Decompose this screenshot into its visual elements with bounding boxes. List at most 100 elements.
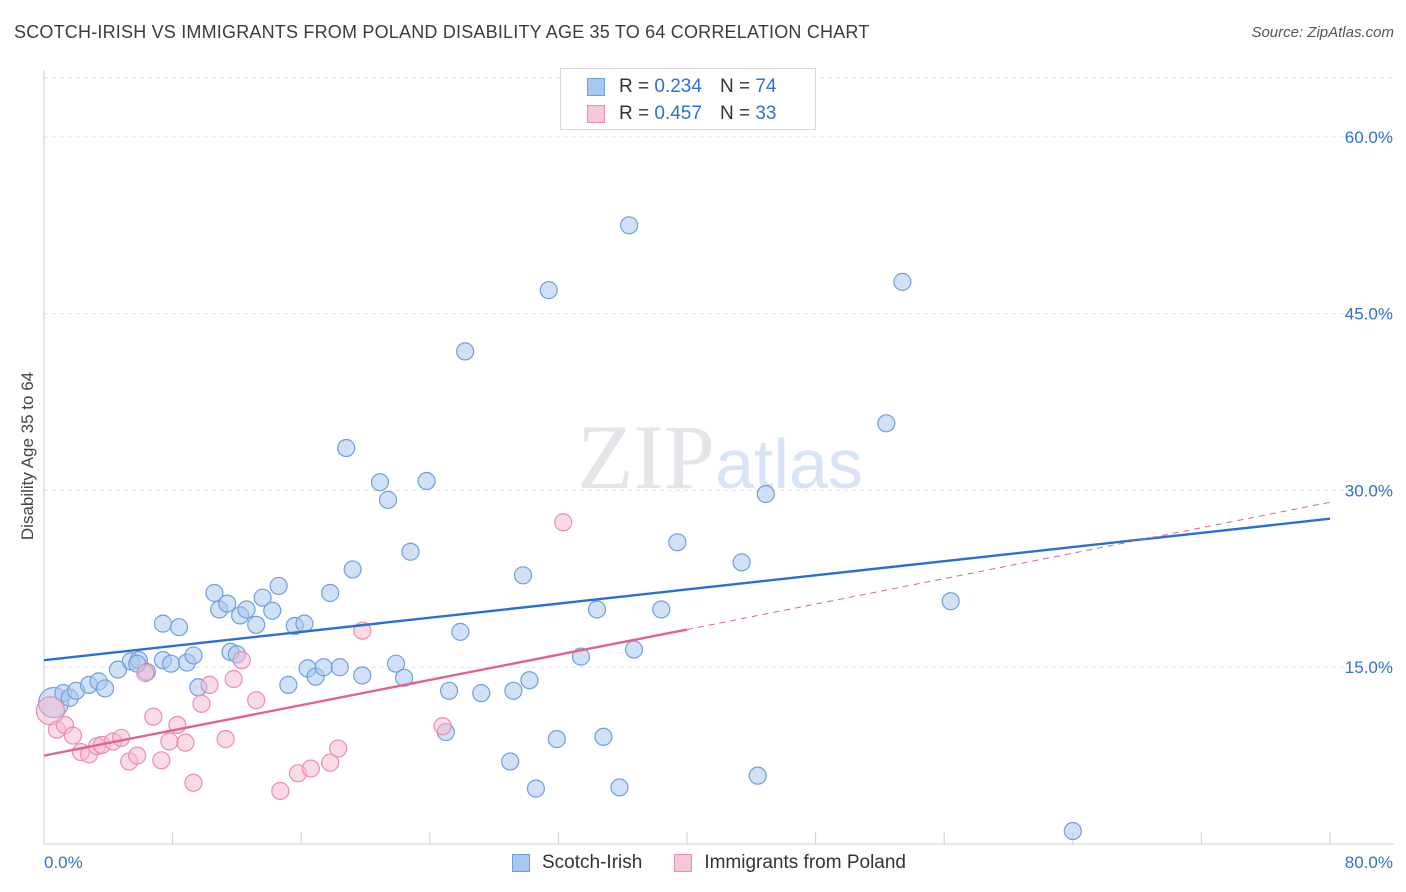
scotch-irish-point <box>169 618 189 637</box>
scotch-irish-point <box>877 414 896 433</box>
scotch-irish-point <box>513 566 533 585</box>
gridlines <box>44 77 1394 668</box>
scotch-irish-point <box>237 600 256 619</box>
scotch-irish-point <box>501 752 520 771</box>
poland-point <box>136 664 155 683</box>
axes <box>43 70 1394 845</box>
scotch-irish-point <box>263 601 282 620</box>
scotch-irish-point <box>314 658 333 677</box>
scotch-irish-point <box>253 588 272 607</box>
scotch-irish-point <box>1063 821 1082 841</box>
x-tick-label-min: 0.0% <box>44 853 83 872</box>
poland-point <box>144 707 163 726</box>
poland-point <box>112 728 131 748</box>
poland-point <box>224 669 243 689</box>
legend-item-poland[interactable]: Immigrants from Poland <box>674 852 906 874</box>
poland-point <box>63 726 83 745</box>
scotch-irish-point <box>941 592 960 611</box>
y-tick-label: 45.0% <box>1345 305 1393 324</box>
scotch-irish-point <box>279 675 298 695</box>
trend-lines <box>43 501 1331 757</box>
scotch-irish-point <box>205 583 224 603</box>
poland-point <box>271 781 290 801</box>
series-legend: Scotch-Irish Immigrants from Poland <box>512 852 938 874</box>
watermark: ZIPatlas <box>577 406 863 508</box>
scotch-irish-point <box>732 553 751 572</box>
scotch-irish-point <box>386 654 406 673</box>
legend-r-label: R = <box>619 103 650 124</box>
chart-source: Source: ZipAtlas.com <box>1251 24 1394 41</box>
scotch-irish-point <box>451 622 470 641</box>
poland-point <box>216 730 235 749</box>
correlation-legend: R = 0.234 N = 74 R = 0.457 N = 33 <box>560 68 816 130</box>
scotch-irish-trend-line <box>43 517 1331 662</box>
poland-point <box>433 717 452 736</box>
scotch-irish-point <box>184 646 203 665</box>
legend-swatch-blue <box>512 854 530 872</box>
x-tick-label-max: 80.0% <box>1345 853 1393 872</box>
poland-point <box>152 751 171 770</box>
scotch-irish-point <box>893 272 912 291</box>
legend-n-value: 33 <box>755 103 777 124</box>
poland-point <box>128 746 147 765</box>
poland-point <box>176 733 195 752</box>
tick-labels: 15.0% 30.0% 45.0% 60.0% 0.0% 80.0% <box>44 128 1393 872</box>
scotch-irish-point <box>95 679 115 698</box>
scotch-irish-point <box>594 727 613 746</box>
legend-n-value: 74 <box>755 76 777 97</box>
scotch-irish-point <box>370 473 390 492</box>
poland-point <box>301 759 320 778</box>
legend-row-poland: R = 0.457 N = 33 <box>587 102 776 126</box>
poland-point <box>329 739 348 758</box>
legend-r-value: 0.457 <box>654 103 702 124</box>
scotch-irish-point <box>624 640 644 659</box>
poland-point <box>321 753 340 772</box>
legend-swatch-pink <box>587 105 605 123</box>
scotch-irish-point <box>756 484 775 504</box>
legend-label-poland: Immigrants from Poland <box>704 852 906 873</box>
watermark-zip: ZIP <box>577 406 715 508</box>
scotch-irish-point <box>218 594 237 613</box>
scotch-irish-point <box>668 533 687 552</box>
watermark-atlas: atlas <box>715 425 863 503</box>
poland-point <box>200 675 219 695</box>
scotch-irish-point <box>456 342 475 361</box>
legend-n-label: N = <box>719 76 751 97</box>
scotch-irish-point <box>439 681 459 700</box>
scotch-irish-point <box>417 471 436 491</box>
legend-item-scotch-irish[interactable]: Scotch-Irish <box>512 852 642 874</box>
scotch-irish-point <box>526 779 545 798</box>
legend-r-label: R = <box>619 76 650 97</box>
legend-swatch-pink <box>674 854 693 872</box>
scotch-irish-point <box>620 216 639 235</box>
scotch-irish-point <box>378 490 398 509</box>
scotch-irish-point <box>269 576 288 596</box>
scotch-irish-point <box>401 542 420 561</box>
scotch-irish-point <box>321 583 340 603</box>
scotch-irish-point <box>337 438 356 458</box>
poland-point <box>554 513 573 532</box>
scotch-irish-point <box>295 614 314 633</box>
poland-point <box>232 651 251 670</box>
y-tick-label: 30.0% <box>1345 481 1393 500</box>
scotch-irish-point <box>330 658 349 677</box>
scotch-irish-point <box>504 681 523 700</box>
scotch-irish-point <box>610 778 629 797</box>
poland-trend-extension <box>686 501 1331 631</box>
poland-points <box>35 513 573 801</box>
scotch-irish-point <box>343 560 362 579</box>
scotch-irish-point <box>394 668 414 687</box>
scotch-irish-point <box>748 766 767 785</box>
scotch-irish-point <box>153 614 173 633</box>
poland-point <box>247 691 266 710</box>
legend-row-scotch-irish: R = 0.234 N = 74 <box>587 75 776 99</box>
scotch-irish-point <box>547 730 566 749</box>
poland-point <box>160 732 179 751</box>
scotch-irish-point <box>587 600 607 619</box>
y-tick-label: 15.0% <box>1345 658 1393 677</box>
scotch-irish-point <box>108 660 128 679</box>
legend-n-label: N = <box>719 103 751 124</box>
poland-point <box>192 694 211 713</box>
poland-trend-line <box>43 628 688 757</box>
scotch-irish-point <box>652 600 671 619</box>
